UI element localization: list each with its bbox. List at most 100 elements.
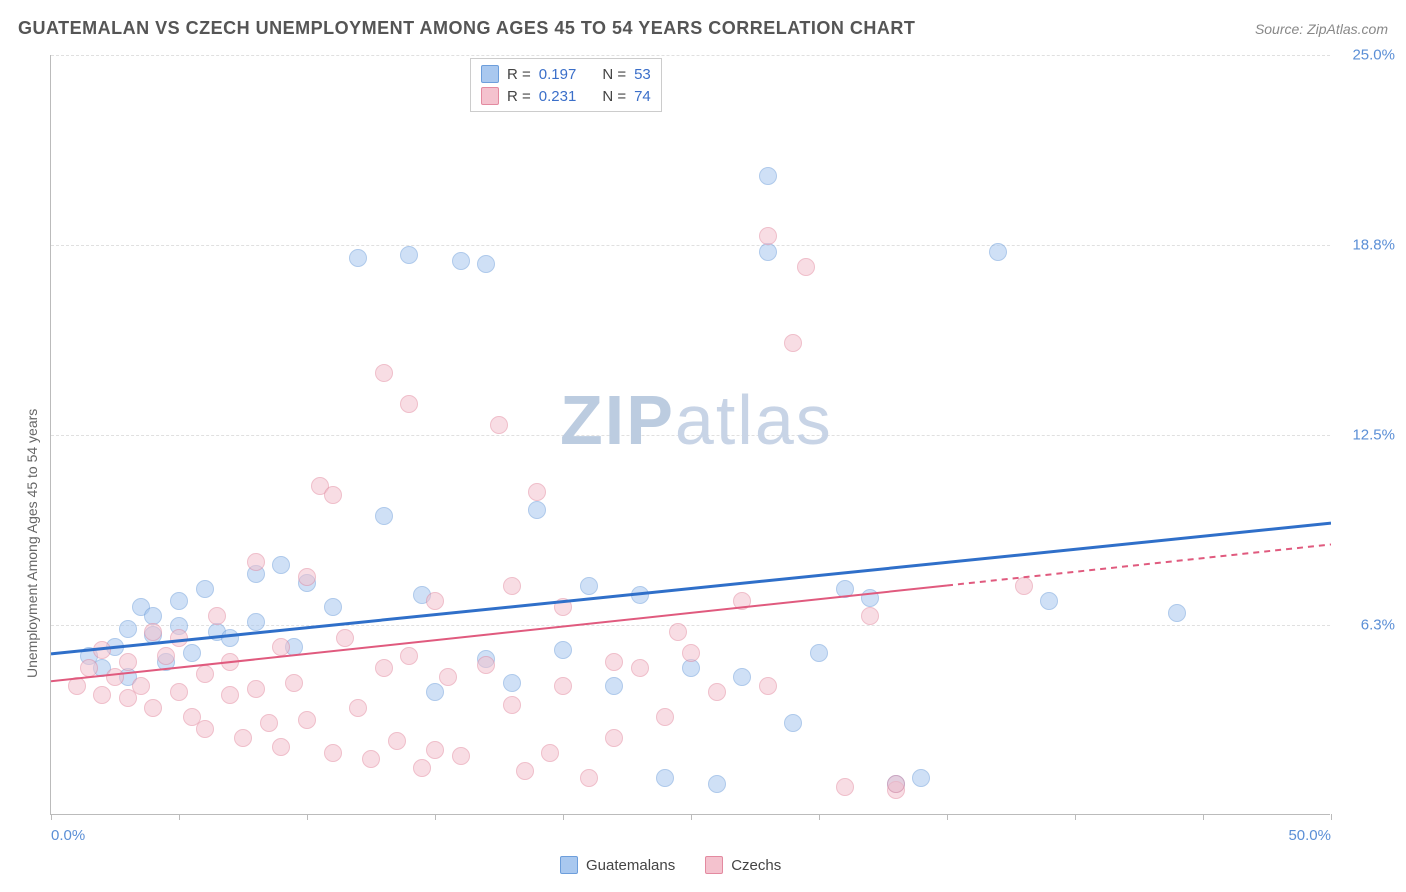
scatter-point: [388, 732, 406, 750]
scatter-point: [144, 623, 162, 641]
scatter-point: [375, 364, 393, 382]
scatter-point: [733, 592, 751, 610]
scatter-point: [989, 243, 1007, 261]
scatter-point: [196, 665, 214, 683]
scatter-point: [362, 750, 380, 768]
scatter-point: [682, 644, 700, 662]
scatter-point: [119, 620, 137, 638]
scatter-point: [580, 577, 598, 595]
scatter-point: [119, 653, 137, 671]
scatter-point: [196, 720, 214, 738]
scatter-point: [784, 714, 802, 732]
scatter-point: [400, 246, 418, 264]
scatter-point: [631, 586, 649, 604]
scatter-point: [452, 747, 470, 765]
legend-swatch: [705, 856, 723, 874]
scatter-point: [272, 638, 290, 656]
scatter-point: [375, 507, 393, 525]
scatter-point: [631, 659, 649, 677]
scatter-point: [580, 769, 598, 787]
scatter-point: [349, 699, 367, 717]
scatter-point: [708, 775, 726, 793]
x-tick: [435, 814, 436, 820]
scatter-point: [80, 659, 98, 677]
scatter-point: [221, 653, 239, 671]
x-tick: [1203, 814, 1204, 820]
scatter-point: [1040, 592, 1058, 610]
y-tick-label: 18.8%: [1352, 237, 1395, 254]
scatter-point: [836, 778, 854, 796]
x-tick: [947, 814, 948, 820]
scatter-point: [413, 759, 431, 777]
scatter-point: [221, 686, 239, 704]
scatter-point: [247, 553, 265, 571]
series-legend: Guatemalans Czechs: [560, 856, 781, 874]
legend-label: Guatemalans: [586, 857, 675, 874]
scatter-point: [157, 647, 175, 665]
scatter-point: [106, 668, 124, 686]
scatter-point: [554, 598, 572, 616]
scatter-point: [170, 683, 188, 701]
scatter-point: [733, 668, 751, 686]
scatter-point: [503, 674, 521, 692]
scatter-point: [324, 486, 342, 504]
scatter-point: [656, 708, 674, 726]
scatter-point: [298, 711, 316, 729]
scatter-point: [503, 696, 521, 714]
scatter-point: [400, 395, 418, 413]
x-tick: [179, 814, 180, 820]
scatter-point: [554, 641, 572, 659]
x-tick-label: 50.0%: [1288, 827, 1331, 844]
scatter-point: [759, 227, 777, 245]
scatter-point: [503, 577, 521, 595]
chart-source: Source: ZipAtlas.com: [1255, 21, 1388, 37]
scatter-point: [170, 592, 188, 610]
legend-swatch: [560, 856, 578, 874]
scatter-point: [528, 501, 546, 519]
scatter-point: [247, 680, 265, 698]
scatter-point: [132, 677, 150, 695]
chart-header: GUATEMALAN VS CZECH UNEMPLOYMENT AMONG A…: [18, 18, 1388, 39]
y-tick-label: 12.5%: [1352, 427, 1395, 444]
legend-item: Guatemalans: [560, 856, 675, 874]
x-tick-label: 0.0%: [51, 827, 85, 844]
scatter-point: [784, 334, 802, 352]
scatter-point: [759, 677, 777, 695]
scatter-point: [516, 762, 534, 780]
scatter-point: [528, 483, 546, 501]
scatter-point: [336, 629, 354, 647]
scatter-point: [426, 683, 444, 701]
scatter-point: [836, 580, 854, 598]
scatter-point: [144, 699, 162, 717]
gridline: [51, 435, 1330, 436]
gridline: [51, 55, 1330, 56]
scatter-point: [400, 647, 418, 665]
x-tick: [819, 814, 820, 820]
scatter-point: [170, 629, 188, 647]
scatter-point: [439, 668, 457, 686]
scatter-point: [605, 677, 623, 695]
scatter-point: [861, 607, 879, 625]
y-tick-label: 25.0%: [1352, 47, 1395, 64]
scatter-point: [452, 252, 470, 270]
scatter-point: [912, 769, 930, 787]
scatter-point: [605, 653, 623, 671]
scatter-point: [810, 644, 828, 662]
scatter-point: [272, 556, 290, 574]
legend-label: Czechs: [731, 857, 781, 874]
x-tick: [307, 814, 308, 820]
y-axis-label: Unemployment Among Ages 45 to 54 years: [24, 409, 40, 678]
x-tick: [1075, 814, 1076, 820]
gridline: [51, 625, 1330, 626]
scatter-point: [196, 580, 214, 598]
scatter-point: [426, 741, 444, 759]
scatter-point: [93, 641, 111, 659]
scatter-point: [324, 744, 342, 762]
scatter-point: [887, 775, 905, 793]
legend-swatch: [481, 87, 499, 105]
scatter-point: [349, 249, 367, 267]
legend-swatch: [481, 65, 499, 83]
scatter-point: [68, 677, 86, 695]
scatter-point: [669, 623, 687, 641]
scatter-point: [375, 659, 393, 677]
